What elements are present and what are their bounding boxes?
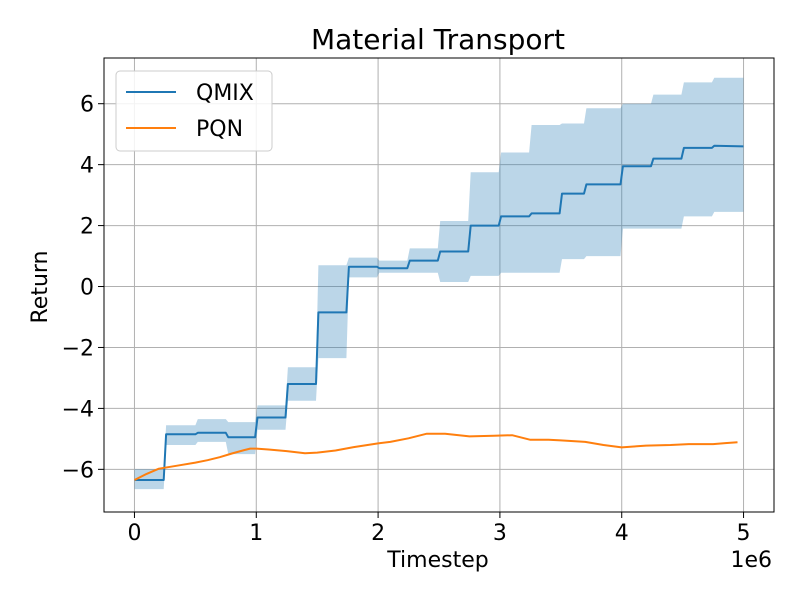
legend: QMIX PQN	[115, 70, 273, 152]
y-tick-label: −6	[62, 458, 94, 483]
x-axis-multiplier: 1e6	[730, 548, 772, 573]
y-tick-label: 2	[80, 215, 94, 240]
y-axis-label: Return	[28, 250, 53, 323]
qmix-series-line	[134, 144, 744, 481]
x-tick-label: 4	[615, 521, 629, 546]
x-tick-label: 2	[371, 521, 385, 546]
legend-label-pqn: PQN	[196, 117, 243, 142]
y-axis-ticks: −6 −4 −2 0 2 4 6	[62, 93, 104, 483]
series-lines	[134, 144, 744, 481]
chart-title: Material Transport	[311, 23, 565, 56]
y-tick-label: 0	[80, 276, 94, 301]
y-tick-label: −4	[62, 397, 94, 422]
x-tick-label: 0	[127, 521, 141, 546]
y-tick-label: −2	[62, 336, 94, 361]
x-tick-label: 1	[249, 521, 263, 546]
x-tick-label: 5	[737, 521, 751, 546]
y-tick-label: 4	[80, 154, 94, 179]
x-axis-ticks: 0 1 2 3 4 5	[127, 512, 751, 546]
x-tick-label: 3	[493, 521, 507, 546]
grid	[104, 58, 774, 512]
pqn-series-line	[134, 432, 738, 481]
legend-label-qmix: QMIX	[196, 81, 254, 106]
plot-frame	[103, 57, 775, 513]
x-axis-label: Timestep	[386, 548, 488, 573]
y-tick-label: 6	[80, 93, 94, 118]
